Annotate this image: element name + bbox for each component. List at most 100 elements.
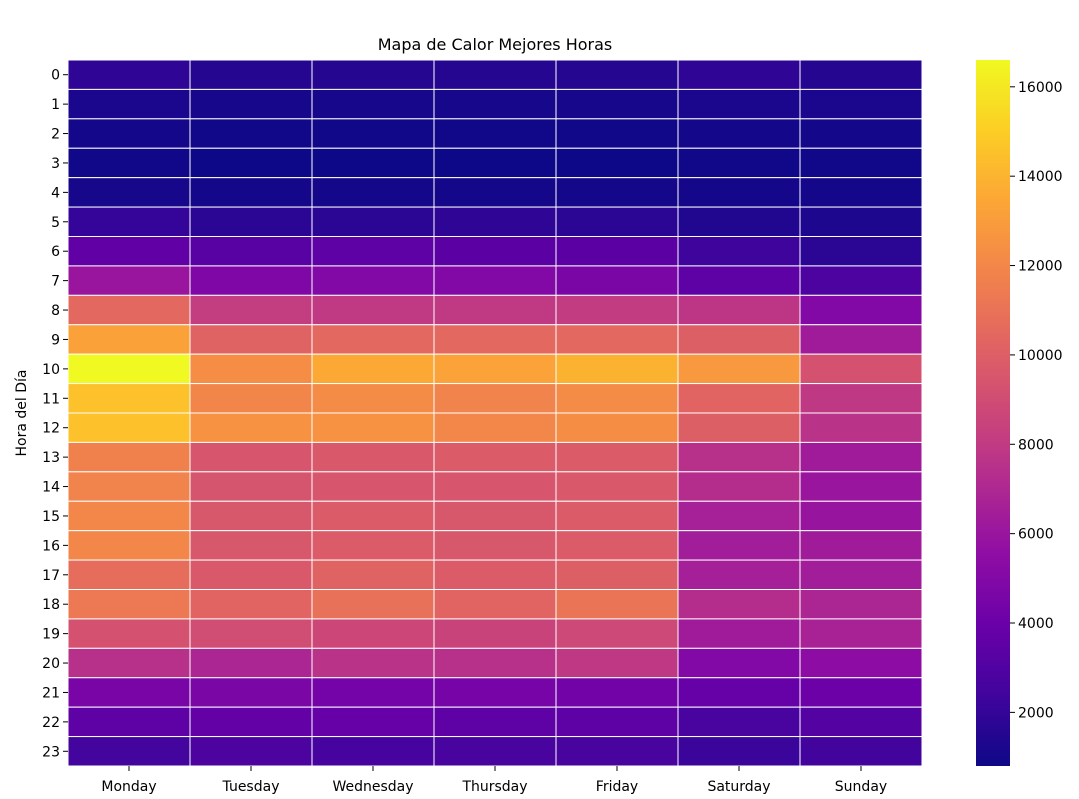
heatmap-cell xyxy=(189,706,313,738)
y-tick-label: 15 xyxy=(42,509,60,525)
y-tick-label: 23 xyxy=(42,744,60,760)
heatmap-cell xyxy=(311,412,435,443)
x-tick-label: Wednesday xyxy=(332,779,413,795)
heatmap-cell xyxy=(189,147,313,179)
colorbar-tick-label: 4000 xyxy=(1018,616,1054,632)
heatmap-cell xyxy=(433,736,557,767)
heatmap-cell xyxy=(433,383,557,414)
y-tick-label: 13 xyxy=(42,450,60,466)
heatmap-cell xyxy=(799,118,923,149)
heatmap-cell xyxy=(311,677,435,708)
heatmap-cell xyxy=(799,294,923,326)
heatmap-cell xyxy=(433,294,557,326)
heatmap-cell xyxy=(555,618,679,649)
heatmap-cell xyxy=(433,59,557,90)
heatmap-cell xyxy=(677,559,801,590)
heatmap-cell xyxy=(67,206,191,237)
heatmap-cell xyxy=(311,736,435,767)
heatmap-cell xyxy=(67,412,191,443)
heatmap-cell xyxy=(189,618,313,649)
heatmap-cell xyxy=(433,353,557,385)
heatmap-cell xyxy=(555,500,679,532)
heatmap-cell xyxy=(677,236,801,267)
heatmap-cell xyxy=(189,736,313,767)
heatmap-cell xyxy=(799,265,923,296)
heatmap-cell xyxy=(555,294,679,326)
heatmap-cell xyxy=(799,736,923,767)
heatmap-cell xyxy=(799,177,923,208)
heatmap-cell xyxy=(799,147,923,179)
colorbar-tick-label: 6000 xyxy=(1018,527,1054,543)
x-axis-ticks: Monday Tuesday Wednesday Thursday Friday Satu… xyxy=(101,766,887,795)
heatmap-cell xyxy=(189,353,313,385)
heatmap-cell xyxy=(67,88,191,120)
heatmap-cell xyxy=(555,383,679,414)
heatmap-cell xyxy=(67,677,191,708)
heatmap-cell xyxy=(67,383,191,414)
x-tick-label: Saturday xyxy=(707,779,770,795)
heatmap-cell xyxy=(311,118,435,149)
heatmap-cell xyxy=(67,618,191,649)
heatmap-cell xyxy=(189,589,313,620)
heatmap-cell xyxy=(433,471,557,502)
heatmap-cell xyxy=(555,589,679,620)
heatmap-cell xyxy=(433,500,557,532)
heatmap-cell xyxy=(433,118,557,149)
colorbar-gradient xyxy=(976,60,1010,766)
heatmap-cell xyxy=(189,471,313,502)
heatmap-cell xyxy=(555,59,679,90)
heatmap-cell xyxy=(189,294,313,326)
x-tick-label: Thursday xyxy=(461,779,527,795)
heatmap-cell xyxy=(311,177,435,208)
heatmap-cell xyxy=(677,736,801,767)
heatmap-cell xyxy=(677,441,801,473)
heatmap-cell xyxy=(433,589,557,620)
heatmap-cell xyxy=(677,59,801,90)
heatmap-cell xyxy=(677,294,801,326)
heatmap-cell xyxy=(799,677,923,708)
heatmap-cell xyxy=(555,147,679,179)
heatmap-cell xyxy=(189,206,313,237)
heatmap-cell xyxy=(67,706,191,738)
heatmap-cell xyxy=(189,265,313,296)
heatmap-cell xyxy=(677,177,801,208)
y-tick-label: 12 xyxy=(42,421,60,437)
heatmap-cell xyxy=(799,441,923,473)
y-tick-label: 2 xyxy=(51,127,60,143)
heatmap-cell xyxy=(555,412,679,443)
heatmap-cell xyxy=(189,88,313,120)
heatmap-cell xyxy=(555,706,679,738)
heatmap-cell xyxy=(677,647,801,679)
heatmap-cell xyxy=(433,206,557,237)
heatmap-cell xyxy=(67,441,191,473)
heatmap-cell xyxy=(189,324,313,355)
y-tick-label: 5 xyxy=(51,215,60,231)
heatmap-cell xyxy=(555,236,679,267)
heatmap-cell xyxy=(433,677,557,708)
heatmap-cell xyxy=(555,265,679,296)
heatmap-cell xyxy=(433,647,557,679)
y-tick-label: 21 xyxy=(42,685,60,701)
y-tick-label: 16 xyxy=(42,538,60,554)
y-tick-label: 6 xyxy=(51,244,60,260)
heatmap-cell xyxy=(189,412,313,443)
heatmap-cell xyxy=(311,88,435,120)
heatmap-cell xyxy=(677,147,801,179)
heatmap-cell xyxy=(189,530,313,561)
heatmap-cell xyxy=(555,471,679,502)
chart-title: Mapa de Calor Mejores Horas xyxy=(378,35,613,54)
heatmap-cell xyxy=(67,324,191,355)
heatmap-cell xyxy=(311,618,435,649)
heatmap-cell xyxy=(311,147,435,179)
heatmap-cell xyxy=(433,706,557,738)
heatmap-cell xyxy=(433,324,557,355)
heatmap-cell xyxy=(555,206,679,237)
heatmap-cell xyxy=(67,147,191,179)
heatmap-cell xyxy=(189,559,313,590)
heatmap-cell xyxy=(433,88,557,120)
heatmap-cell xyxy=(555,677,679,708)
heatmap-cell xyxy=(677,206,801,237)
heatmap-cell xyxy=(677,412,801,443)
heatmap-cell xyxy=(189,177,313,208)
